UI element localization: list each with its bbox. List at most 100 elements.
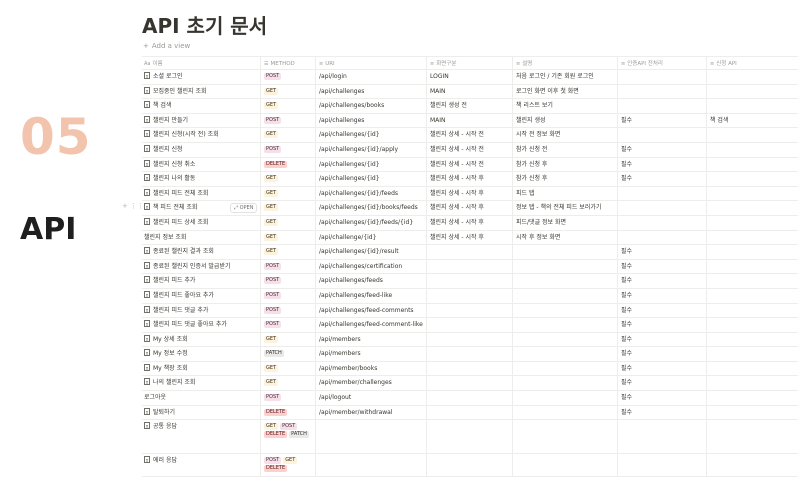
cell-auth[interactable] [618,420,707,454]
cell-name[interactable]: My 정보 수정 [142,347,261,361]
cell-uri[interactable]: /api/challenges/{id} [316,172,427,186]
cell-screen[interactable] [427,391,513,405]
cell-auth[interactable] [618,99,707,113]
cell-desc[interactable]: 피드/댓글 정보 화면 [513,215,618,230]
cell-apply[interactable] [707,70,798,84]
cell-method[interactable]: POST [261,113,316,128]
cell-uri[interactable]: /api/challenges/feed-comments [316,303,427,318]
table-row[interactable]: 소셜 로그인 POST/api/login LOGIN 처음 로그인 / 기존 회원 … [142,70,798,85]
cell-auth[interactable]: 필수 [618,318,707,332]
cell-screen[interactable] [427,245,513,259]
cell-desc[interactable] [513,391,618,405]
cell-auth[interactable] [618,128,707,142]
cell-desc[interactable]: 시작 전 정보 화면 [513,128,618,142]
cell-desc[interactable] [513,376,618,391]
cell-screen[interactable]: 챌린지 상세 - 시작 전 [427,157,513,172]
cell-screen[interactable]: LOGIN [427,70,513,84]
table-row[interactable]: 모집중인 챌린지 조회 GET/api/challenges MAIN 로그인 화면 … [142,84,798,100]
cell-name[interactable]: 모집중인 챌린지 조회 [142,84,261,99]
cell-desc[interactable] [513,347,618,361]
cell-auth[interactable] [618,215,707,230]
table-row[interactable]: 챌린지 피드 추가 POST/api/challenges/feeds 필수 [142,274,798,289]
cell-desc[interactable] [513,361,618,376]
cell-name[interactable]: 챌린지 피드 좋아요 추가 [142,288,261,303]
cell-desc[interactable] [513,245,618,259]
cell-apply[interactable] [707,245,798,259]
cell-desc[interactable] [513,332,618,347]
cell-apply[interactable] [707,128,798,142]
cell-apply[interactable] [707,289,798,303]
cell-method[interactable]: POST [261,259,316,274]
cell-screen[interactable] [427,361,513,376]
cell-method[interactable]: GET [261,99,316,113]
table-row[interactable]: 공통 응답 GET POST DELETE PATCH [142,420,798,455]
cell-uri[interactable]: /api/member/withdrawal [316,405,427,420]
cell-desc[interactable]: 참가 신청 전 [513,142,618,157]
cell-uri[interactable]: /api/challenges/books [316,99,427,113]
cell-uri[interactable]: /api/member/books [316,361,427,376]
cell-method[interactable]: GET [261,84,316,99]
table-row[interactable]: My 상세 조회 GET/api/members 필수 [142,332,798,348]
cell-name[interactable]: My 책장 조회 [142,361,261,376]
column-header-auth[interactable]: ≡ 인증API 전처리 [618,57,707,69]
cell-screen[interactable] [427,288,513,303]
column-header-name[interactable]: Aa 이름 [142,57,261,69]
cell-auth[interactable] [618,201,707,215]
open-page-button[interactable]: ⤢ OPEN [230,203,258,214]
drag-handle-icon[interactable]: + ⋮⋮ [122,202,145,211]
cell-desc[interactable]: 참가 신청 후 [513,172,618,186]
cell-desc[interactable] [513,259,618,274]
cell-screen[interactable] [427,347,513,361]
cell-uri[interactable] [316,454,427,477]
cell-name[interactable]: 챌린지 신청 [142,142,261,157]
table-row[interactable]: 챌린지 신청 취소 DELETE/api/challenges/{id} 챌린지 상… [142,157,798,173]
cell-name[interactable]: 나의 챌린지 조회 [142,376,261,391]
cell-name[interactable]: 로그아웃 [142,391,261,405]
cell-screen[interactable] [427,259,513,274]
table-row[interactable]: My 책장 조회 GET/api/member/books 필수 [142,361,798,377]
cell-apply[interactable] [707,376,798,390]
cell-method[interactable]: DELETE [261,157,316,172]
cell-desc[interactable] [513,318,618,332]
cell-apply[interactable] [707,158,798,172]
cell-uri[interactable]: /api/challenges/{id} [316,128,427,142]
cell-screen[interactable]: MAIN [427,113,513,128]
cell-method[interactable]: POST [261,318,316,332]
cell-auth[interactable] [618,84,707,99]
cell-screen[interactable]: 챌린지 상세 - 시작 후 [427,215,513,230]
cell-uri[interactable]: /api/challenges/feed-comment-like [316,318,427,332]
cell-apply[interactable] [707,85,798,99]
cell-uri[interactable]: /api/challenges/{id}/result [316,245,427,259]
cell-method[interactable]: POST [261,70,316,84]
cell-screen[interactable] [427,420,513,454]
cell-auth[interactable]: 필수 [618,245,707,259]
cell-uri[interactable]: /api/challenges/{id}/books/feeds [316,201,427,215]
cell-screen[interactable]: 챌린지 생성 전 [427,99,513,113]
table-row[interactable]: My 정보 수정 PATCH/api/members 필수 [142,347,798,362]
cell-screen[interactable]: 챌린지 상세 - 시작 후 [427,172,513,186]
cell-uri[interactable]: /api/members [316,347,427,361]
table-row[interactable]: 종료된 챌린지 결과 조회 GET/api/challenges/{id}/res… [142,245,798,260]
cell-auth[interactable]: 필수 [618,274,707,288]
cell-uri[interactable]: /api/challenges/{id}/feeds/{id} [316,215,427,230]
cell-screen[interactable] [427,332,513,347]
cell-apply[interactable] [707,216,798,230]
cell-name[interactable]: 챌린지 나의 활동 [142,172,261,186]
cell-apply[interactable] [707,274,798,288]
table-row[interactable]: 챌린지 피드 댓글 추가 POST/api/challenges/feed-com… [142,303,798,319]
cell-desc[interactable] [513,405,618,420]
cell-apply[interactable] [707,420,798,453]
cell-auth[interactable]: 필수 [618,332,707,347]
cell-apply[interactable]: 책 검색 [710,116,729,124]
cell-auth[interactable]: 필수 [618,376,707,391]
cell-name[interactable]: 챌린지 신청 취소 [142,157,261,172]
cell-method[interactable]: GET [261,172,316,186]
column-header-screen[interactable]: ≡ 화면구분 [427,57,513,69]
cell-auth[interactable] [618,230,707,245]
cell-auth[interactable] [618,186,707,201]
column-header-uri[interactable]: ≡ URI [316,57,427,69]
cell-uri[interactable]: /api/challenges/{id}/apply [316,142,427,157]
cell-method[interactable]: GET [261,128,316,142]
cell-method[interactable]: POST [261,288,316,303]
